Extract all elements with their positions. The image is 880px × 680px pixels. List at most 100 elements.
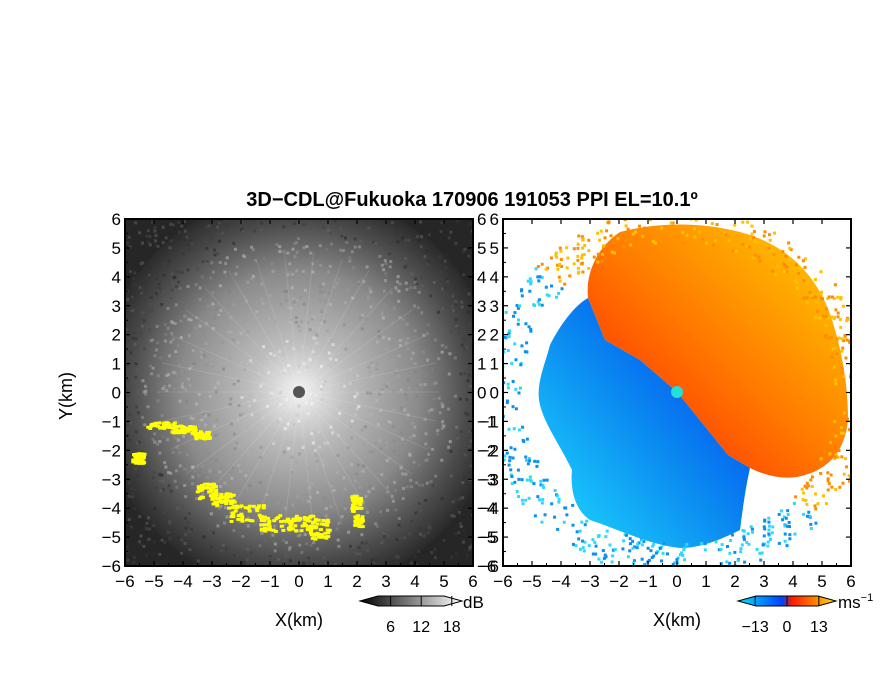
speckle [223, 270, 227, 274]
velocity-speckle-pixel [756, 241, 760, 245]
speckle [191, 515, 195, 519]
speckle [157, 287, 161, 291]
speckle [409, 478, 413, 482]
speckle [340, 339, 344, 343]
speckle [170, 272, 174, 276]
speckle [290, 286, 294, 290]
x-tick-label: −6 [115, 572, 134, 591]
echo-pixel [162, 423, 167, 427]
echo-pixel [134, 461, 139, 465]
speckle [152, 507, 156, 511]
speckle [309, 495, 313, 499]
speckle [275, 314, 279, 318]
speckle [444, 345, 448, 349]
speckle [197, 393, 201, 397]
echo-pixel [246, 506, 251, 510]
velocity-speckle-pixel [535, 464, 539, 468]
velocity-speckle-pixel [750, 232, 754, 236]
speckle [199, 350, 203, 354]
speckle [436, 310, 440, 314]
speckle [406, 413, 410, 417]
speckle [367, 490, 371, 494]
velocity-speckle-pixel [580, 253, 584, 257]
speckle [297, 364, 301, 368]
speckle [225, 224, 229, 228]
speckle [146, 229, 150, 233]
velocity-speckle-pixel [524, 498, 528, 502]
speckle [238, 519, 242, 523]
speckle [308, 392, 312, 396]
echo-pixel [229, 494, 234, 498]
speckle [288, 546, 292, 550]
speckle [336, 433, 340, 437]
echo-pixel [278, 514, 283, 518]
velocity-speckle-pixel [858, 419, 861, 422]
echo-pixel [213, 495, 218, 499]
speckle [376, 423, 380, 427]
speckle [401, 236, 405, 240]
echo-pixel [257, 513, 262, 517]
speckle [177, 237, 181, 241]
speckle [237, 506, 241, 510]
speckle [163, 339, 167, 343]
speckle [458, 497, 462, 501]
speckle [377, 392, 381, 396]
velocity-speckle-pixel [600, 560, 604, 564]
speckle [221, 543, 225, 547]
speckle [182, 467, 186, 471]
velocity-speckle-pixel [603, 553, 607, 557]
velocity-speckle-pixel [587, 238, 591, 242]
speckle [368, 287, 372, 291]
speckle [183, 238, 187, 242]
speckle [153, 226, 157, 230]
speckle [432, 280, 436, 284]
speckle [419, 220, 423, 224]
speckle [454, 241, 458, 245]
velocity-speckle-pixel [644, 215, 647, 218]
echo-pixel [357, 506, 362, 510]
speckle [176, 420, 180, 424]
velocity-speckle-pixel [693, 235, 697, 239]
speckle [344, 301, 348, 305]
speckle [465, 398, 469, 402]
speckle [323, 379, 327, 383]
speckle [334, 562, 338, 566]
speckle [166, 530, 170, 534]
velocity-speckle-pixel [862, 341, 865, 344]
speckle [467, 395, 471, 399]
echo-pixel [248, 518, 253, 522]
velocity-speckle-pixel [863, 370, 866, 373]
speckle [273, 542, 277, 546]
speckle [144, 527, 148, 531]
velocity-speckle-pixel [719, 562, 723, 566]
velocity-speckle-pixel [643, 241, 647, 245]
y-tick-label: 4 [112, 268, 121, 287]
speckle [250, 361, 254, 365]
speckle [139, 443, 143, 447]
speckle [313, 448, 317, 452]
speckle [306, 320, 310, 324]
speckle [302, 362, 306, 366]
speckle [258, 494, 262, 498]
y-tick-label: 2 [490, 326, 499, 345]
velocity-speckle-pixel [541, 483, 545, 487]
velocity-speckle-pixel [577, 537, 581, 541]
speckle [177, 363, 181, 367]
speckle [176, 358, 180, 362]
velocity-speckle-pixel [517, 495, 521, 499]
velocity-speckle-pixel [525, 341, 529, 345]
speckle [385, 384, 389, 388]
echo-pixel [247, 504, 252, 508]
speckle [224, 275, 228, 279]
speckle [335, 281, 339, 285]
velocity-speckle-pixel [622, 245, 626, 249]
speckle [216, 524, 220, 528]
speckle [196, 267, 200, 271]
speckle [150, 220, 154, 224]
velocity-speckle-pixel [835, 337, 839, 341]
speckle [410, 272, 414, 276]
velocity-speckle-pixel [840, 431, 844, 435]
speckle [271, 392, 275, 396]
echo-pixel [234, 504, 239, 508]
speckle [213, 386, 217, 390]
